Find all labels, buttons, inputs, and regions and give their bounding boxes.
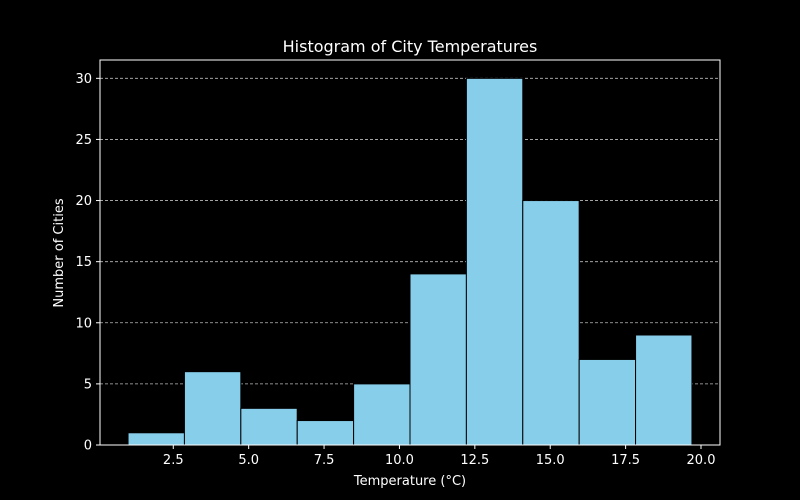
x-axis-ticks: 2.5 5.0 7.5 10.0 12.5 15.0 17.5 20.0 <box>163 445 716 468</box>
plot-frame <box>99 59 721 446</box>
histogram-bar <box>183 371 242 446</box>
y-axis-label: Number of Cities <box>52 198 67 307</box>
histogram-bar <box>465 77 524 446</box>
x-tick-label: 17.5 <box>611 453 640 468</box>
y-tick-label: 20 <box>75 194 92 209</box>
histogram-bar <box>353 383 411 446</box>
x-tick-label: 20.0 <box>687 453 716 468</box>
y-tick-label: 0 <box>84 439 92 454</box>
histogram-bars <box>127 77 693 446</box>
x-tick-label: 5.0 <box>238 453 259 468</box>
x-tick-label: 15.0 <box>536 453 565 468</box>
x-axis-label: Temperature (°C) <box>353 474 466 489</box>
histogram-bar <box>578 358 637 446</box>
x-tick-label: 12.5 <box>460 453 489 468</box>
x-tick-label: 10.0 <box>385 453 414 468</box>
axes <box>99 59 721 446</box>
y-tick-label: 25 <box>75 133 92 148</box>
y-tick-label: 10 <box>75 316 92 331</box>
y-axis-ticks: 0 5 10 15 20 25 30 <box>75 72 100 454</box>
histogram-bar <box>127 432 185 446</box>
histogram-bar <box>409 273 467 446</box>
x-tick-label: 2.5 <box>163 453 184 468</box>
histogram-bar <box>522 200 580 446</box>
histogram-bar <box>240 407 298 446</box>
y-tick-label: 15 <box>75 255 92 270</box>
y-tick-label: 30 <box>75 72 92 87</box>
chart-title: Histogram of City Temperatures <box>283 37 538 56</box>
histogram-bar <box>635 334 693 446</box>
histogram-bar <box>296 420 355 446</box>
x-tick-label: 7.5 <box>314 453 335 468</box>
y-tick-label: 5 <box>84 377 92 392</box>
